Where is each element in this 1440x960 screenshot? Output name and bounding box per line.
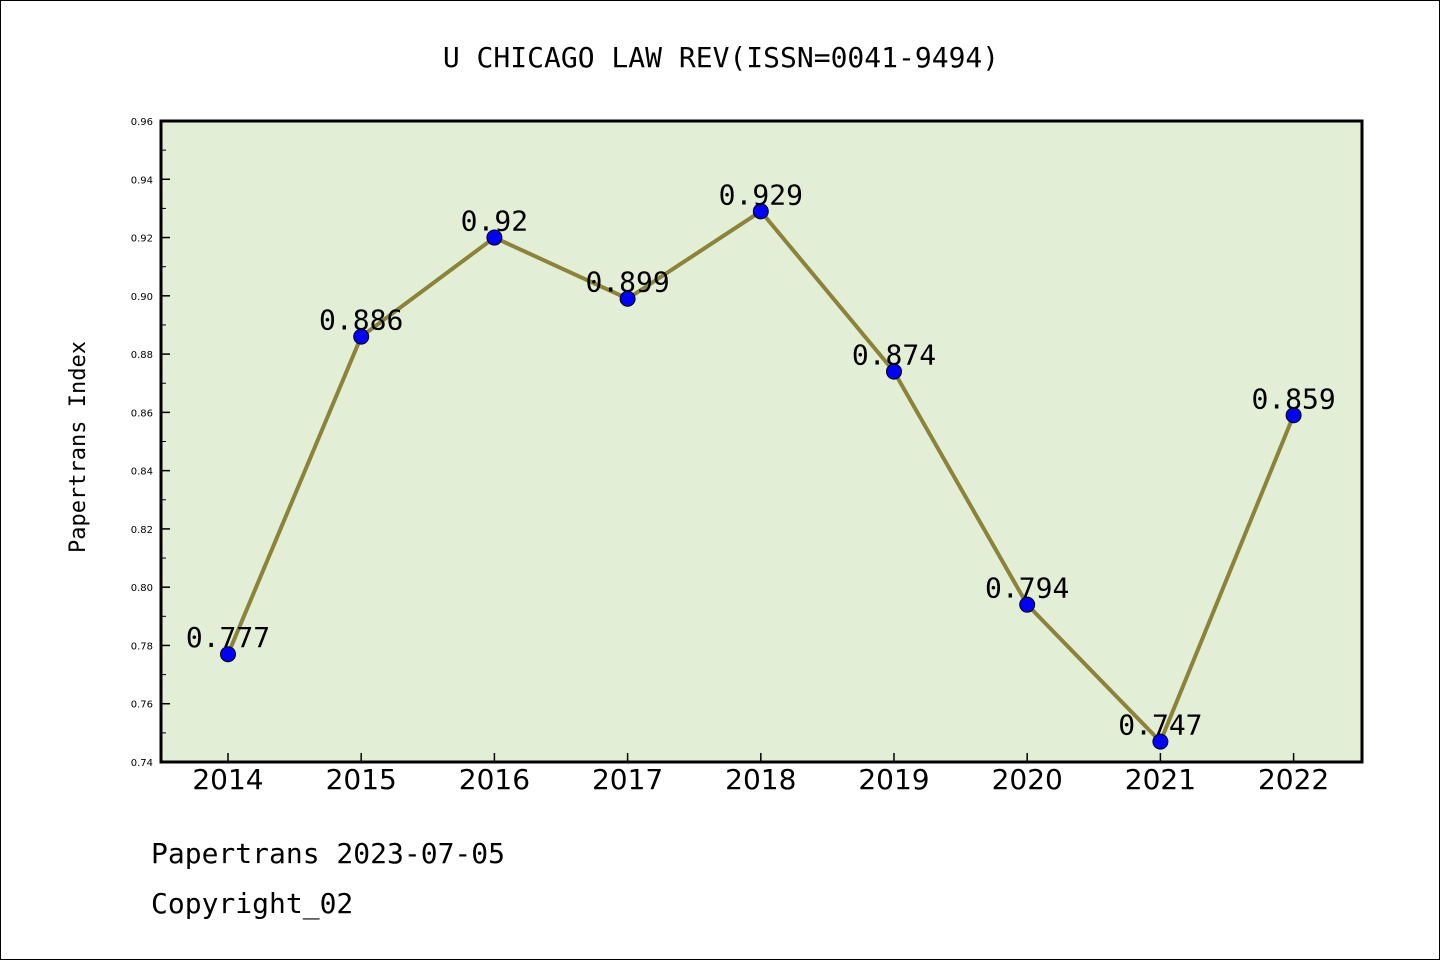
data-labels: 0.777 0.886 0.92 0.899 0.929 0.874 0.794 0.747 0… xyxy=(186,178,1336,741)
footer-date-text: Papertrans 2023-07-05 xyxy=(151,837,506,870)
y-tick-label: 0.74 xyxy=(131,758,153,769)
data-point-marker xyxy=(220,646,236,663)
data-point-label: 0.777 xyxy=(186,621,270,654)
y-axis-label: Papertrans Index xyxy=(66,341,91,553)
y-tick-label: 0.80 xyxy=(131,583,153,594)
y-tick-label: 0.78 xyxy=(131,641,153,652)
y-tick-label: 0.76 xyxy=(131,700,153,711)
data-point-label: 0.92 xyxy=(461,205,528,238)
y-tick-label: 0.86 xyxy=(131,408,153,419)
x-tick-label: 2014 xyxy=(192,763,263,796)
data-point-label: 0.874 xyxy=(852,339,936,372)
data-point-marker xyxy=(353,328,370,345)
y-tick-label: 0.84 xyxy=(131,467,153,478)
y-tick-label: 0.96 xyxy=(131,117,153,128)
y-tick-label: 0.90 xyxy=(131,292,153,303)
data-point-label: 0.886 xyxy=(319,304,403,337)
y-axis-tick-labels: 0.74 0.76 0.78 0.80 0.82 0.84 0.86 0.88 0.90 0.92… xyxy=(131,117,153,769)
series-markers xyxy=(220,203,1302,750)
data-point-marker xyxy=(1285,407,1302,424)
data-point-marker xyxy=(1019,596,1036,613)
y-tick-label: 0.94 xyxy=(131,175,153,186)
data-point-label: 0.794 xyxy=(985,572,1069,605)
data-point-marker xyxy=(752,203,769,220)
y-tick-label: 0.82 xyxy=(131,525,153,536)
x-tick-label: 2020 xyxy=(992,763,1063,796)
x-tick-label: 2016 xyxy=(459,763,530,796)
chart-title: U CHICAGO LAW REV(ISSN=0041-9494) xyxy=(443,41,999,74)
footer-copyright-text: Copyright_02 xyxy=(151,887,354,920)
x-tick-label: 2019 xyxy=(858,763,929,796)
data-point-label: 0.929 xyxy=(719,178,803,211)
plot-area xyxy=(161,121,1362,762)
data-point-label: 0.899 xyxy=(585,266,669,299)
x-tick-label: 2022 xyxy=(1258,763,1329,796)
y-tick-label: 0.92 xyxy=(131,234,153,245)
data-point-marker xyxy=(486,229,503,246)
data-point-label: 0.747 xyxy=(1118,709,1202,742)
data-point-marker xyxy=(619,290,636,307)
data-point-marker xyxy=(886,363,902,380)
data-point-label: 0.859 xyxy=(1251,382,1335,415)
x-tick-label: 2017 xyxy=(592,763,663,796)
x-tick-label: 2021 xyxy=(1125,763,1196,796)
x-axis-tick-labels: 2014 2015 2016 2017 2018 2019 2020 2021 2022 xyxy=(192,763,1329,796)
x-tick-label: 2015 xyxy=(326,763,397,796)
plot-frame xyxy=(159,119,1364,764)
data-point-marker xyxy=(1152,733,1169,750)
x-tick-label: 2018 xyxy=(725,763,796,796)
y-tick-label: 0.88 xyxy=(131,350,153,361)
